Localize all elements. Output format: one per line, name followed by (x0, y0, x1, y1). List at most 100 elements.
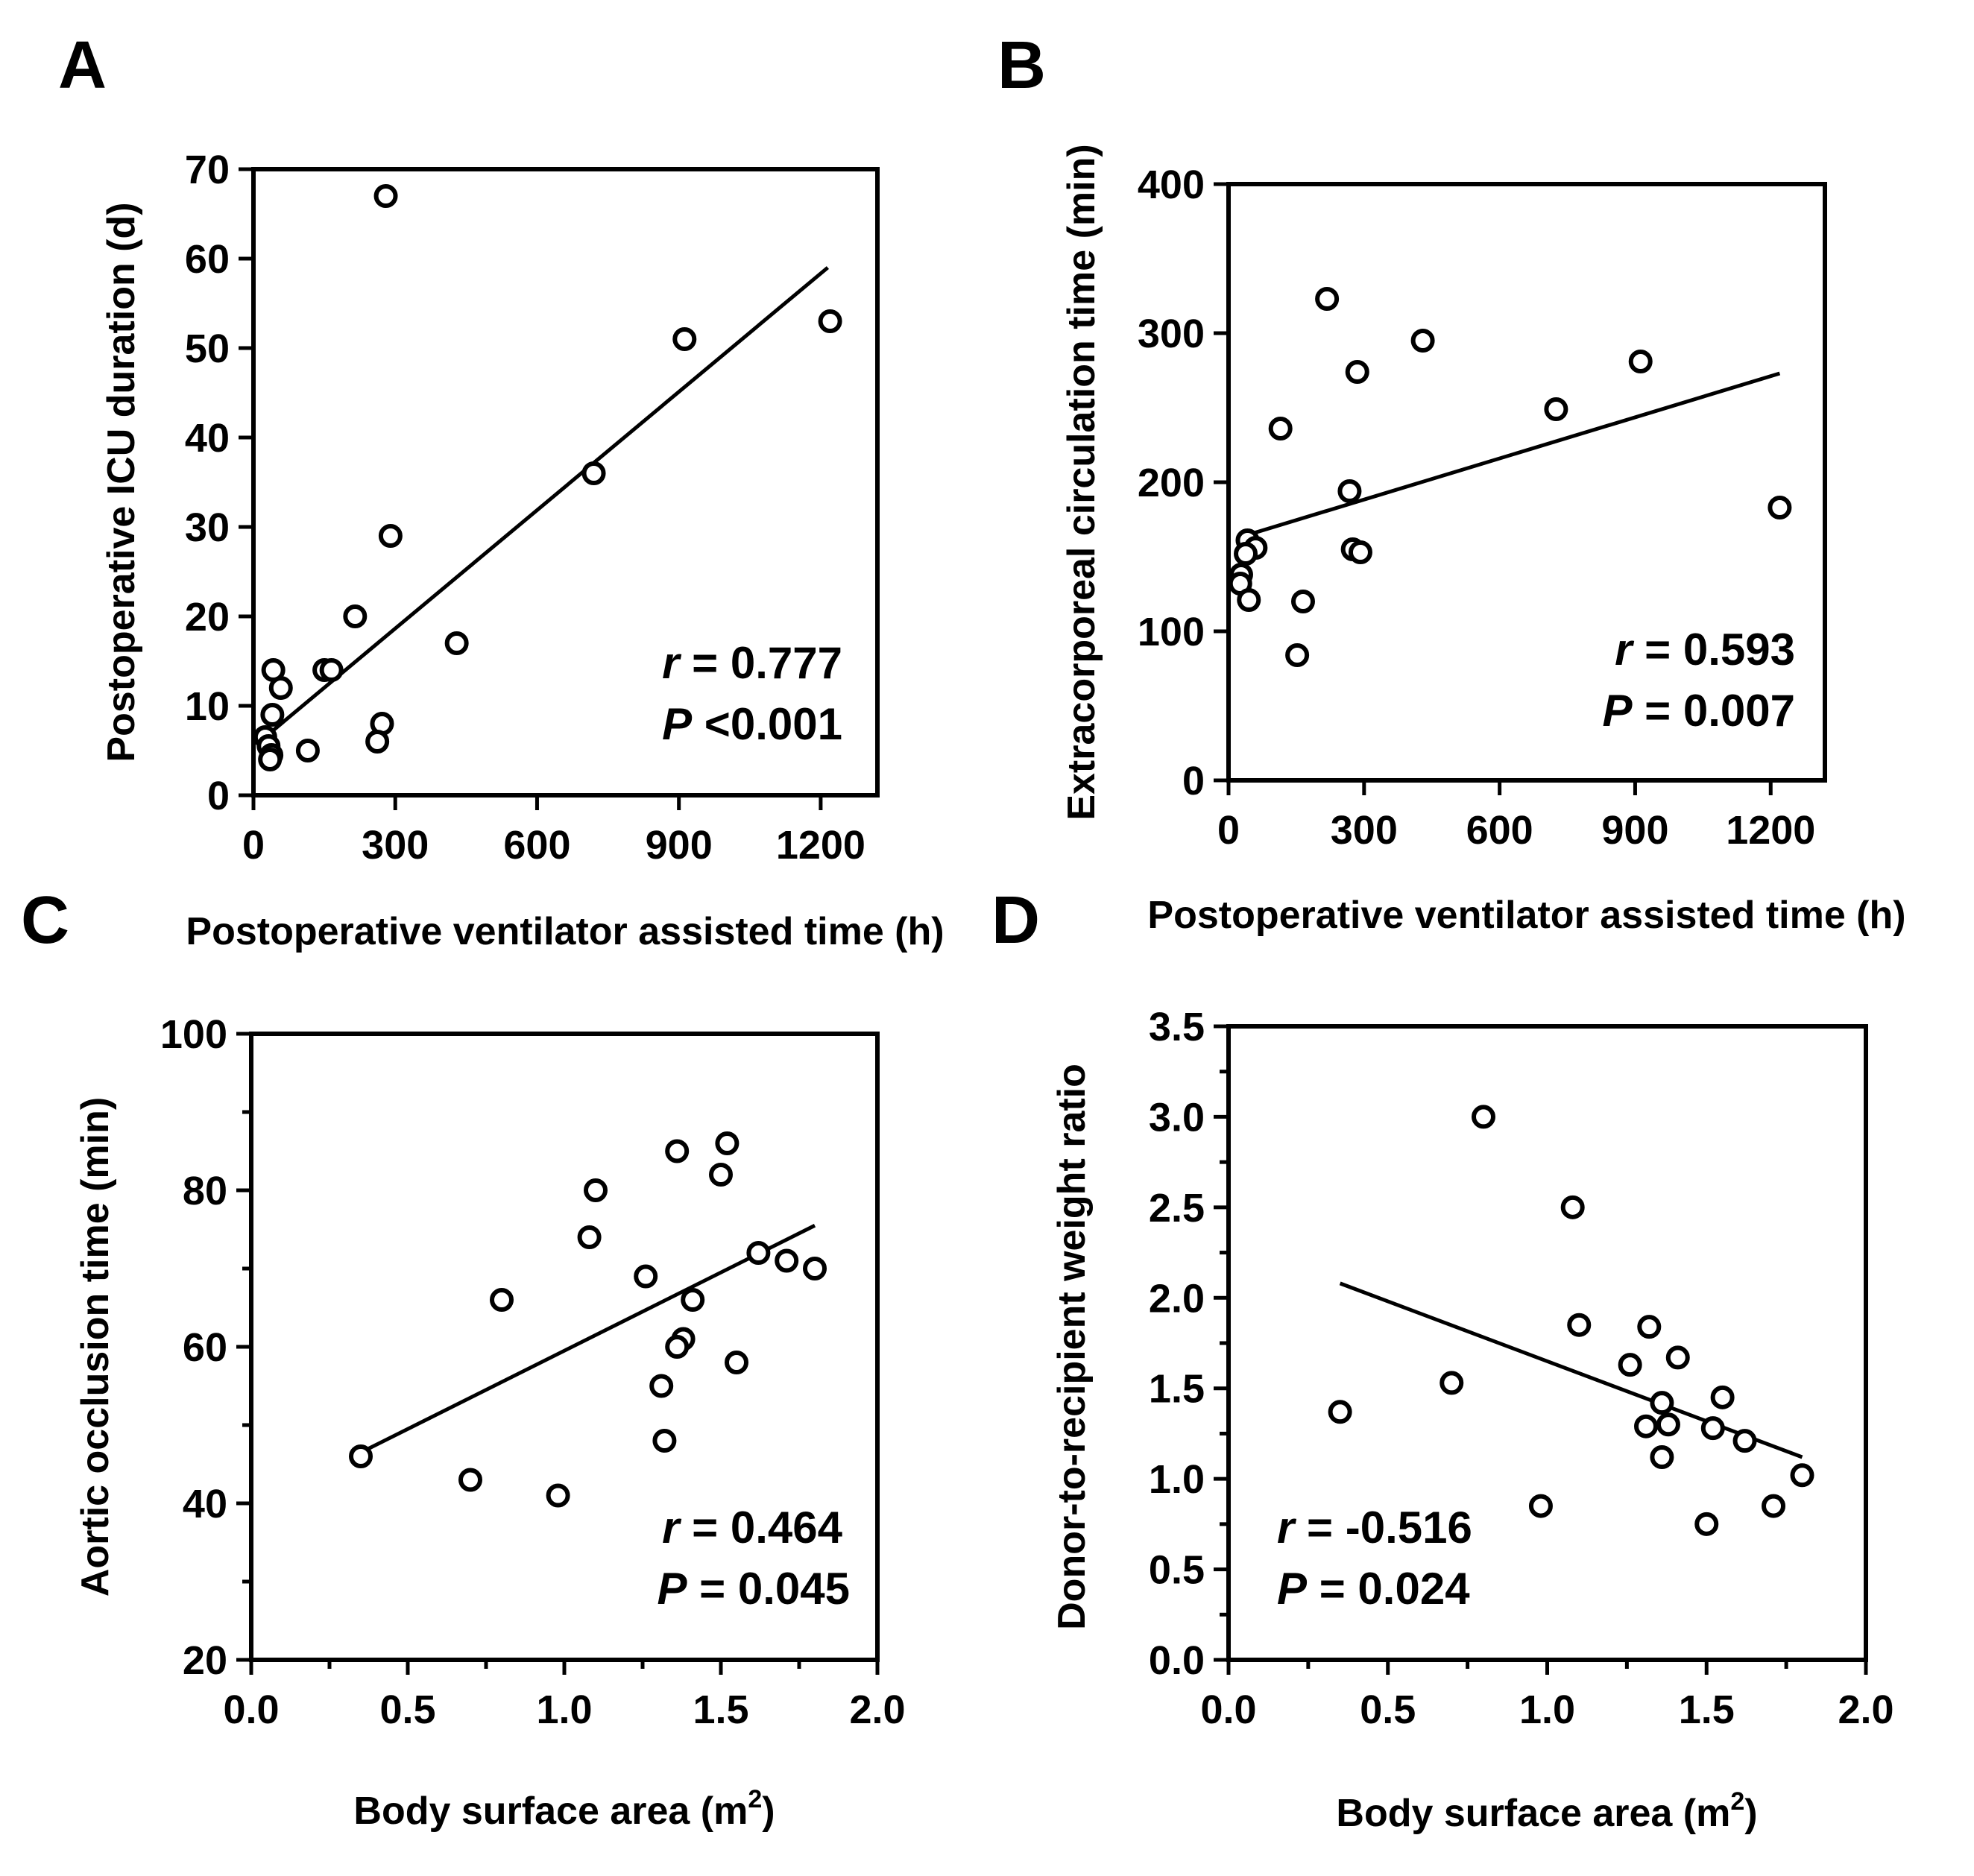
data-point-d (1618, 1353, 1642, 1377)
y-tick-label-a: 20 (185, 595, 230, 639)
data-point-c (584, 1178, 608, 1202)
x-axis-title-c-sup: 2 (748, 1785, 762, 1813)
stat-r-b: r = 0.593 (1615, 625, 1795, 675)
x-axis-title-d: Body surface area (m2) (1336, 1787, 1757, 1835)
data-point-c (725, 1351, 748, 1374)
data-point-c (665, 1139, 690, 1163)
x-tick-label-a: 0 (242, 823, 265, 868)
x-axis-title-c-tail: ) (762, 1790, 775, 1833)
data-point-a (258, 748, 283, 771)
x-tick-label-c: 2.0 (849, 1687, 905, 1732)
regression-line-b (1243, 371, 1781, 538)
data-point-d (1700, 1416, 1725, 1441)
stat-r-value-b: = 0.593 (1632, 625, 1795, 675)
x-axis-title-c: Body surface area (m2) (353, 1785, 775, 1833)
data-point-b (1768, 496, 1792, 519)
x-tick-label-b: 900 (1601, 808, 1668, 853)
x-tick-label-c: 1.5 (693, 1687, 748, 1732)
x-tick-label-d: 2.0 (1838, 1687, 1893, 1732)
stat-p-a: P <0.001 (662, 699, 842, 749)
x-tick-label-b: 600 (1466, 808, 1533, 853)
stat-r-symbol-d: r (1277, 1503, 1297, 1553)
stat-p-value-a: <0.001 (692, 699, 842, 749)
stat-p-value-d: = 0.024 (1307, 1564, 1470, 1614)
data-point-c (649, 1374, 674, 1398)
data-point-c (546, 1483, 570, 1508)
x-tick-labels-a: 0 300 600 900 1200 (242, 823, 865, 868)
y-tick-label-d: 1.5 (1149, 1367, 1205, 1412)
data-point-d (1439, 1371, 1464, 1395)
plot-frame-a (251, 167, 880, 798)
y-tick-label-c: 80 (183, 1169, 227, 1213)
y-tick-label-d: 1.0 (1149, 1457, 1205, 1502)
data-point-d (1790, 1463, 1814, 1488)
y-tick-label-b: 400 (1138, 162, 1205, 207)
data-point-d (1762, 1494, 1786, 1518)
data-point-a (378, 524, 403, 548)
stat-p-symbol-a: P (662, 699, 693, 749)
ticks-d (1214, 1024, 1868, 1675)
data-point-a (365, 730, 390, 754)
data-point-b (1291, 590, 1315, 613)
points-b (1228, 287, 1792, 667)
stat-r-a: r = 0.777 (662, 638, 842, 688)
panel-letter-c: C (21, 883, 69, 958)
panel-letter-d: D (991, 883, 1040, 958)
stat-r-value-a: = 0.777 (679, 638, 842, 688)
points-c (349, 1131, 827, 1508)
x-axis-title-a: Postoperative ventilator assisted time (… (186, 910, 944, 953)
points-d (1328, 1105, 1814, 1536)
x-tick-label-a: 600 (503, 823, 570, 868)
x-tick-labels-b: 0 300 600 900 1200 (1217, 808, 1815, 853)
y-tick-label-d: 3.0 (1149, 1095, 1205, 1140)
y-tick-label-a: 0 (207, 774, 230, 818)
data-point-d (1560, 1195, 1585, 1219)
data-point-b (1628, 350, 1653, 373)
stat-p-d: P = 0.024 (1277, 1564, 1470, 1614)
data-point-d (1665, 1345, 1690, 1370)
y-tick-label-a: 50 (185, 326, 230, 371)
x-tick-label-a: 300 (362, 823, 429, 868)
stat-r-value-c: = 0.464 (679, 1503, 842, 1553)
data-point-c (577, 1225, 602, 1249)
y-axis-title-c: Aortic occlusion time (min) (74, 1097, 117, 1597)
x-tick-labels-d: 0.0 0.5 1.0 1.5 2.0 (1200, 1687, 1893, 1732)
x-axis-title-d-tail: ) (1744, 1792, 1757, 1835)
data-point-b (1285, 643, 1310, 667)
y-axis-title-a: Postoperative ICU duration (d) (100, 202, 143, 762)
panel-b: B 0 300 600 900 1200 0 100 200 300 400 Postopera… (997, 28, 1906, 937)
y-tick-label-a: 70 (185, 148, 230, 192)
stat-r-d: r = -0.516 (1277, 1503, 1472, 1553)
ticks-a (239, 167, 823, 810)
regression-line-a (262, 266, 830, 741)
data-point-c (803, 1257, 827, 1280)
data-point-d (1634, 1414, 1659, 1438)
x-axis-title-b: Postoperative ventilator assisted time (… (1147, 894, 1905, 937)
y-tick-label-d: 0.5 (1149, 1548, 1205, 1593)
data-point-a (672, 327, 697, 351)
x-tick-label-c: 0.0 (223, 1687, 279, 1732)
data-point-b (1234, 542, 1258, 566)
stat-r-value-d: = -0.516 (1294, 1503, 1472, 1553)
data-point-b (1337, 479, 1362, 503)
ticks-c (236, 1032, 880, 1675)
x-tick-label-d: 0.5 (1360, 1687, 1416, 1732)
data-point-d (1637, 1315, 1662, 1339)
panel-letter-b: B (997, 28, 1046, 103)
data-point-a (319, 658, 344, 682)
fit-line-a (262, 266, 830, 741)
x-tick-label-b: 0 (1217, 808, 1240, 853)
y-tick-label-a: 10 (185, 684, 230, 729)
stat-p-symbol-b: P (1602, 686, 1633, 736)
x-tick-label-d: 0.0 (1200, 1687, 1256, 1732)
data-point-c (634, 1264, 658, 1289)
x-tick-label-b: 1200 (1726, 808, 1815, 853)
stat-r-c: r = 0.464 (662, 1503, 843, 1553)
panel-c: C 0.0 0.5 1.0 1.5 2.0 20 40 60 80 100 Body surfa… (21, 883, 906, 1833)
y-tick-label-a: 60 (185, 237, 230, 282)
data-point-c (715, 1131, 740, 1155)
data-point-b (1544, 397, 1568, 421)
data-point-d (1656, 1412, 1680, 1437)
data-point-c (652, 1429, 677, 1453)
panel-d: D 0.0 0.5 1.0 1.5 2.0 0.0 0.5 1.0 1.5 2.0 2.5 3.0 3… (991, 883, 1894, 1835)
